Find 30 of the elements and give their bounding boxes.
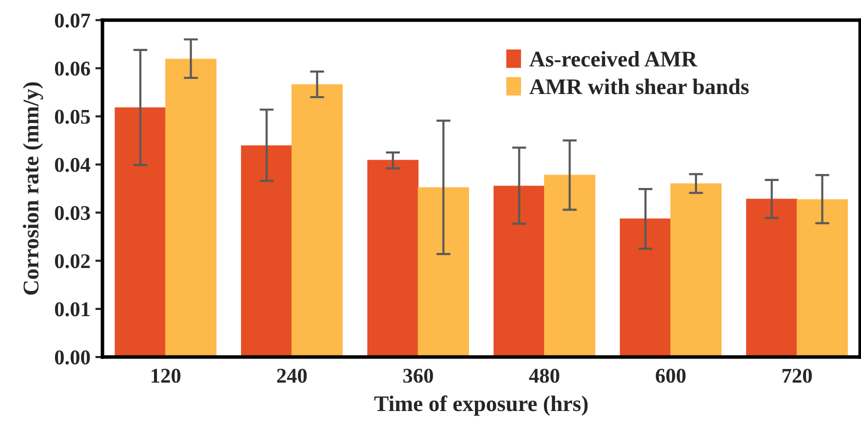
legend-label: As-received AMR [529,51,698,67]
y-tick-label: 0.03 [54,206,90,220]
bar [241,145,292,358]
y-tick-label: 0.02 [54,254,90,268]
bar [165,58,216,358]
bar [670,183,722,358]
x-tick-label: 720 [782,368,812,383]
x-tick-label: 480 [529,368,560,383]
legend-label: AMR with shear bands [529,78,749,94]
bar [418,187,470,358]
bar [494,186,545,358]
x-tick-label: 600 [656,368,686,383]
x-tick-label: 240 [277,368,307,383]
x-tick-label: 120 [152,368,180,383]
bar [292,84,343,358]
bar [796,199,848,358]
bar [114,107,166,358]
x-tick-label: 360 [403,368,433,383]
bar [620,218,672,358]
bar [367,160,419,358]
y-tick-label: 0.06 [54,62,90,76]
y-tick-label: 0.04 [54,158,90,172]
bar [746,198,798,358]
bar [544,174,596,358]
y-tick-label: 0.00 [54,350,90,365]
y-tick-label: 0.05 [54,110,90,124]
y-tick-label: 0.01 [54,302,90,316]
y-tick-label: 0.07 [54,13,90,28]
y-axis-title: Corrosion rate (mm/y) [22,82,44,295]
x-axis-title: Time of exposure (hrs) [374,395,588,416]
